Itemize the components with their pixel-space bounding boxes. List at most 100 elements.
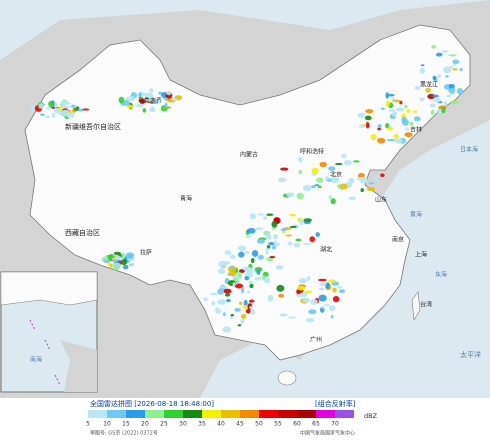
echo bbox=[330, 315, 334, 319]
echo bbox=[225, 298, 231, 303]
echo bbox=[288, 213, 297, 217]
legend-swatch bbox=[164, 410, 183, 418]
echo bbox=[249, 213, 257, 220]
echo bbox=[126, 104, 133, 109]
place-label: 东海 bbox=[435, 271, 447, 279]
echo bbox=[232, 282, 236, 288]
echo bbox=[446, 94, 452, 98]
echo bbox=[234, 307, 241, 312]
echo bbox=[220, 285, 228, 289]
legend-swatch bbox=[202, 410, 221, 418]
echo bbox=[328, 166, 336, 171]
legend-label: 20 bbox=[141, 421, 149, 428]
echo bbox=[251, 250, 259, 257]
echo bbox=[385, 122, 390, 129]
legend-swatch bbox=[259, 410, 278, 418]
echo bbox=[278, 177, 287, 183]
echo bbox=[249, 305, 253, 310]
legend-label: 60 bbox=[293, 421, 301, 428]
echo bbox=[376, 137, 386, 144]
legend-label: 70 bbox=[331, 421, 339, 428]
echo bbox=[126, 95, 136, 102]
echo bbox=[419, 97, 425, 102]
place-label: 日本海 bbox=[460, 146, 478, 154]
echo bbox=[394, 138, 403, 144]
echo bbox=[441, 50, 449, 53]
echo bbox=[328, 279, 337, 283]
echo bbox=[309, 236, 315, 243]
echo bbox=[295, 293, 304, 297]
place-label: 上海 bbox=[415, 251, 427, 259]
echo bbox=[234, 283, 244, 289]
echo bbox=[230, 313, 234, 317]
echo bbox=[82, 108, 90, 111]
echo bbox=[222, 326, 232, 333]
echo bbox=[237, 324, 242, 327]
legend-label: 45 bbox=[236, 421, 244, 428]
echo bbox=[249, 283, 254, 289]
echo bbox=[443, 66, 452, 74]
echo bbox=[392, 99, 401, 103]
echo bbox=[297, 285, 305, 291]
echo bbox=[328, 194, 333, 200]
echo bbox=[229, 254, 236, 260]
echo bbox=[332, 287, 337, 293]
echo bbox=[53, 101, 57, 108]
echo bbox=[269, 295, 273, 298]
echo bbox=[365, 109, 374, 114]
echo bbox=[257, 254, 264, 260]
echo bbox=[395, 107, 405, 112]
echo bbox=[261, 275, 266, 280]
legend-unit: dBZ bbox=[364, 412, 378, 420]
echo bbox=[419, 67, 426, 74]
hainan bbox=[277, 370, 297, 386]
china-land bbox=[24, 24, 471, 361]
place-label: 黄海 bbox=[410, 211, 422, 219]
echo bbox=[306, 276, 311, 281]
echo bbox=[164, 102, 168, 109]
echo bbox=[227, 265, 237, 272]
echo bbox=[220, 300, 225, 305]
echo bbox=[391, 97, 395, 101]
echo bbox=[122, 264, 129, 270]
echo bbox=[254, 227, 264, 231]
echo bbox=[250, 309, 256, 315]
echo bbox=[318, 294, 327, 302]
echo bbox=[265, 233, 272, 240]
echo bbox=[215, 306, 219, 314]
echo bbox=[340, 153, 347, 158]
echo bbox=[448, 54, 457, 57]
echo bbox=[315, 232, 320, 237]
place-label: 西藏自治区 bbox=[65, 228, 100, 237]
echo bbox=[319, 282, 328, 287]
legend-swatch bbox=[316, 410, 335, 418]
echo bbox=[419, 80, 427, 84]
echo bbox=[293, 242, 301, 248]
echo bbox=[249, 299, 255, 303]
echo bbox=[268, 242, 275, 246]
legend-swatch bbox=[126, 410, 145, 418]
echo bbox=[441, 107, 446, 114]
echo bbox=[265, 247, 269, 255]
echo bbox=[222, 312, 226, 317]
echo bbox=[321, 305, 325, 309]
echo bbox=[275, 265, 284, 270]
echo bbox=[353, 160, 360, 163]
echo bbox=[405, 127, 409, 131]
echo bbox=[269, 256, 276, 259]
echo bbox=[435, 52, 443, 57]
echo bbox=[385, 100, 390, 107]
echo bbox=[343, 159, 352, 166]
echo bbox=[103, 260, 111, 264]
echo bbox=[107, 262, 111, 266]
echo bbox=[336, 286, 343, 289]
echo bbox=[113, 251, 122, 256]
echo bbox=[414, 85, 421, 91]
echo bbox=[142, 108, 147, 113]
echo bbox=[323, 304, 331, 307]
echo bbox=[242, 266, 252, 271]
echo bbox=[409, 121, 414, 127]
echo bbox=[245, 235, 252, 239]
place-label: 北京 bbox=[330, 171, 342, 179]
